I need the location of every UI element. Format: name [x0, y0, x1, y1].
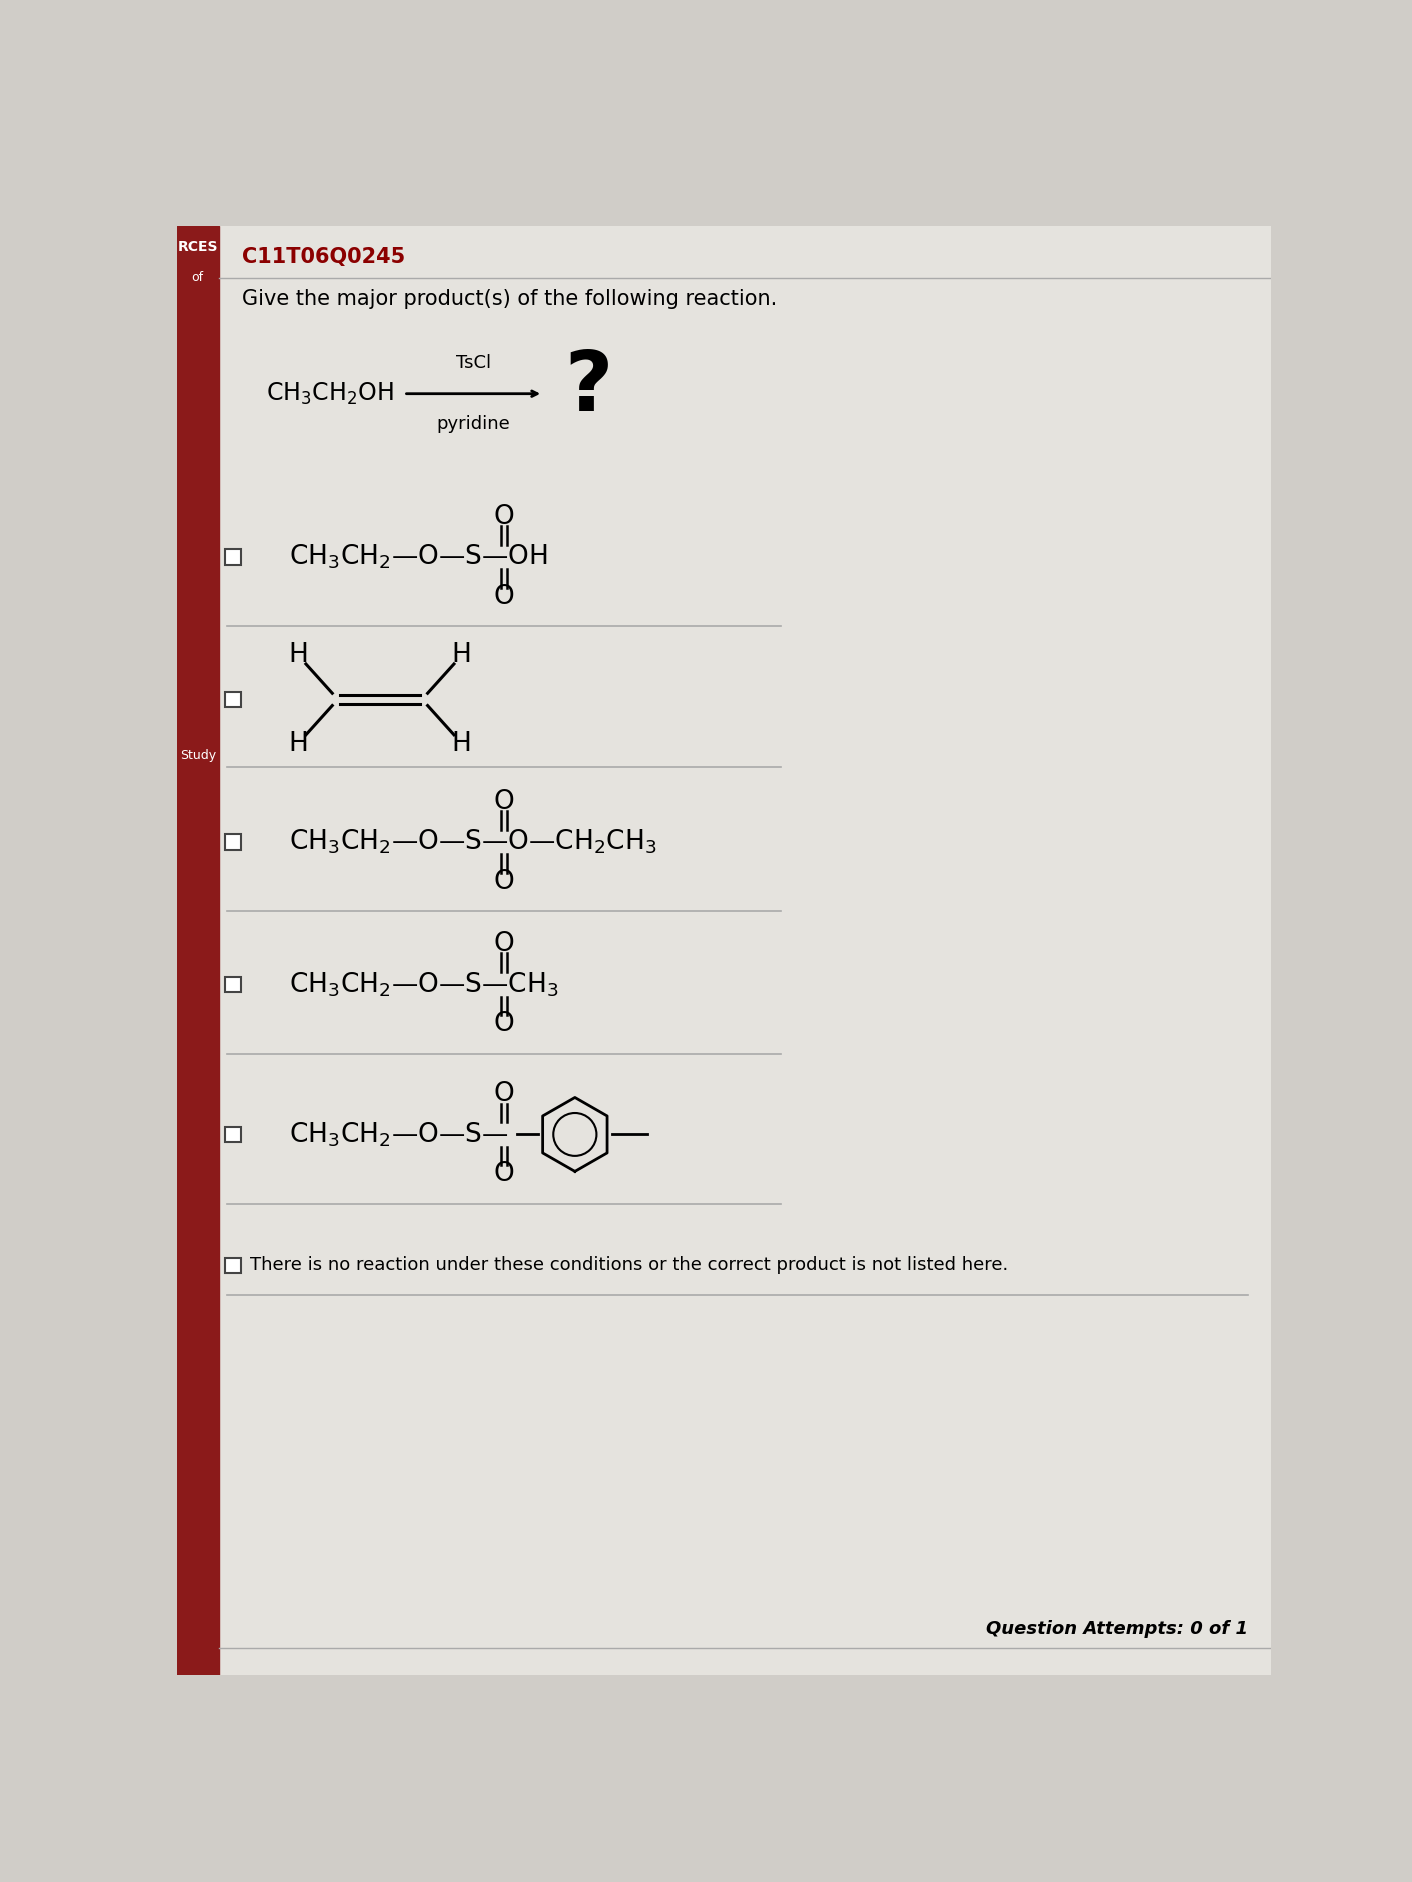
Text: H: H: [452, 730, 472, 757]
Text: of: of: [192, 271, 203, 284]
Text: Question Attempts: 0 of 1: Question Attempts: 0 of 1: [986, 1620, 1248, 1637]
Text: O: O: [494, 504, 515, 531]
Text: O: O: [494, 932, 515, 958]
Text: RCES: RCES: [178, 239, 217, 254]
Text: H: H: [288, 730, 308, 757]
Bar: [226, 550, 241, 565]
Text: Study: Study: [179, 749, 216, 762]
Text: O: O: [494, 1161, 515, 1188]
Text: H: H: [288, 642, 308, 668]
Bar: [226, 977, 241, 992]
Text: Give the major product(s) of the following reaction.: Give the major product(s) of the followi…: [243, 290, 778, 309]
Text: C11T06Q0245: C11T06Q0245: [243, 247, 405, 267]
Text: pyridine: pyridine: [436, 416, 510, 433]
Text: O: O: [494, 583, 515, 610]
Text: H: H: [452, 642, 472, 668]
Text: O: O: [494, 869, 515, 894]
Bar: [176, 226, 219, 1675]
Text: TsCl: TsCl: [456, 354, 491, 373]
Text: O: O: [494, 789, 515, 815]
Bar: [226, 834, 241, 849]
Text: CH$_3$CH$_2$—O—S—OH: CH$_3$CH$_2$—O—S—OH: [289, 542, 548, 572]
Bar: [226, 1127, 241, 1142]
Text: ?: ?: [565, 346, 613, 427]
Bar: [226, 693, 241, 708]
Text: CH$_3$CH$_2$OH: CH$_3$CH$_2$OH: [265, 380, 393, 407]
Text: There is no reaction under these conditions or the correct product is not listed: There is no reaction under these conditi…: [250, 1257, 1008, 1274]
Text: CH$_3$CH$_2$—O—S—O—CH$_2$CH$_3$: CH$_3$CH$_2$—O—S—O—CH$_2$CH$_3$: [289, 828, 657, 856]
Text: O: O: [494, 1011, 515, 1037]
Text: CH$_3$CH$_2$—O—S—: CH$_3$CH$_2$—O—S—: [289, 1120, 508, 1148]
Text: O: O: [494, 1082, 515, 1107]
Bar: [226, 1257, 241, 1272]
Text: CH$_3$CH$_2$—O—S—CH$_3$: CH$_3$CH$_2$—O—S—CH$_3$: [289, 969, 558, 999]
